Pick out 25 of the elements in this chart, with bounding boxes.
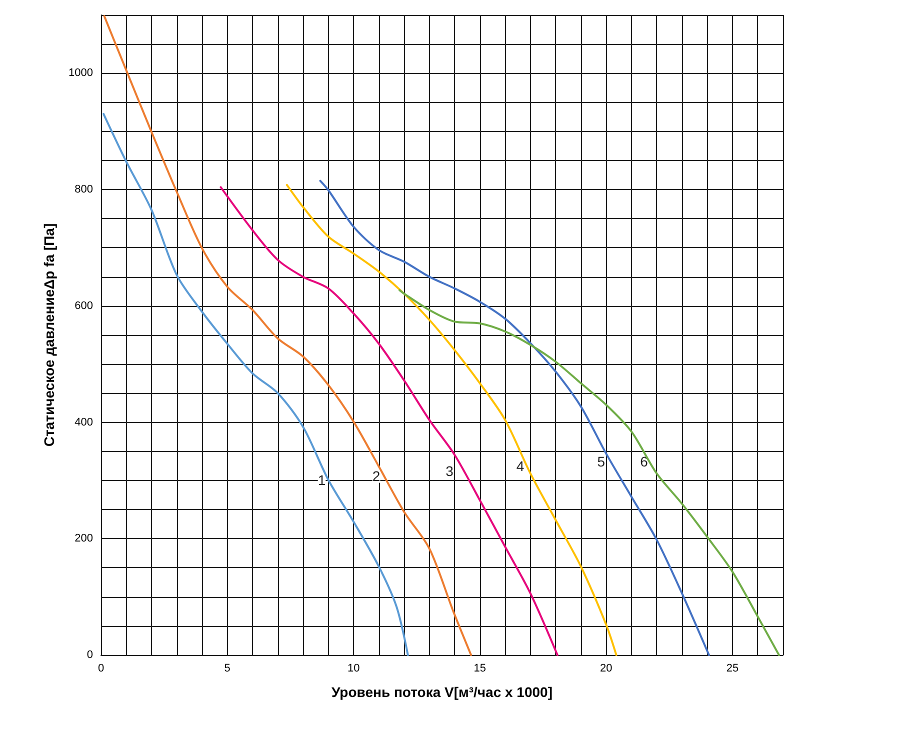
- y-tick-label: 200: [74, 532, 93, 545]
- line-series: [398, 289, 780, 656]
- x-tick-label: 0: [98, 662, 104, 674]
- x-tick-label: 15: [474, 662, 486, 674]
- annotation: 3: [446, 463, 454, 480]
- line-series: [319, 180, 710, 656]
- annotation: 2: [372, 468, 380, 484]
- y-tick-label: 1000: [68, 67, 93, 80]
- line-series: [220, 186, 558, 656]
- y-tick-label: 400: [74, 416, 93, 428]
- annotation: 6: [640, 453, 648, 470]
- x-tick-label: 25: [726, 662, 739, 674]
- line-series: [102, 112, 409, 656]
- y-tick-label: 600: [74, 300, 93, 312]
- x-tick-label: 5: [224, 662, 230, 674]
- line-series: [286, 184, 618, 656]
- annotation: 5: [597, 453, 606, 470]
- annotation: 4: [516, 458, 524, 474]
- y-tick-label: 800: [74, 184, 93, 196]
- y-axis-title: Статическое давлениеΔp fa [Па]: [41, 223, 57, 447]
- annotation: 1: [318, 472, 326, 488]
- y-tick-label: 0: [86, 649, 93, 661]
- x-tick-label: 10: [347, 662, 360, 674]
- x-axis-title: Уровень потока V[м³/час x 1000]: [332, 684, 552, 700]
- x-tick-label: 20: [600, 662, 612, 674]
